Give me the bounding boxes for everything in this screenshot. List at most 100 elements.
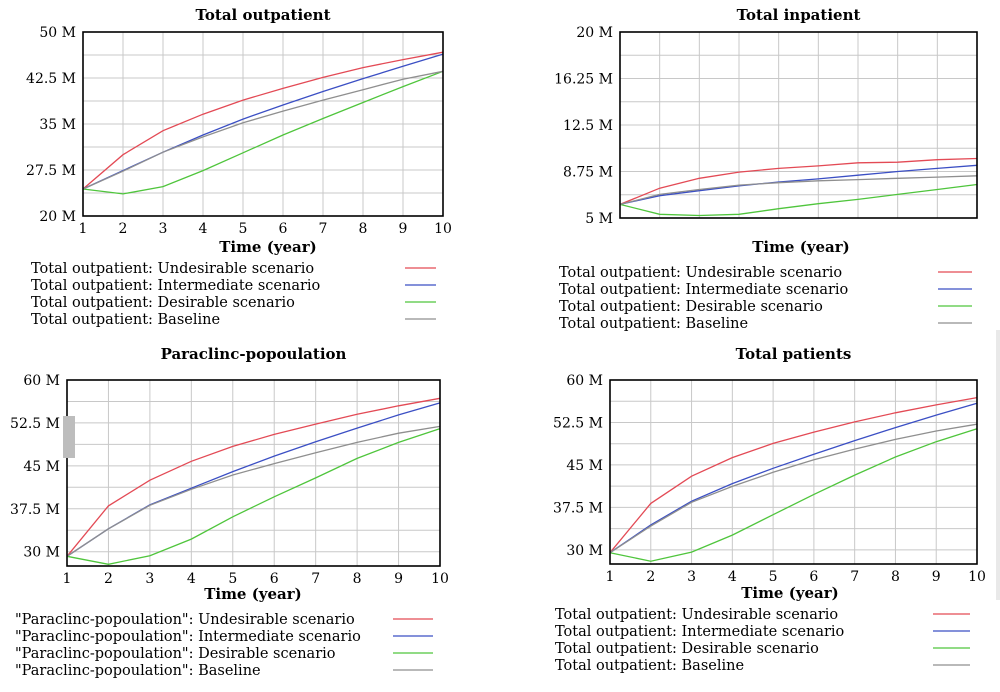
series-line-baseline (82, 70, 444, 190)
x-tick-label: 2 (104, 571, 113, 587)
series-line-intermediate (609, 402, 978, 554)
chart-title: Total inpatient (737, 6, 861, 24)
chart-total-inpatient: Total inpatient 5 M 8.75 M 12.5 M 16.25 M 20 … (554, 6, 978, 332)
y-tick-label: 37.5 M (553, 500, 603, 516)
series-line-undesirable (619, 157, 978, 206)
plot-frame (66, 379, 441, 567)
series-line-intermediate (66, 402, 441, 557)
x-tick-label: 3 (159, 221, 168, 237)
legend-entry-desirable: "Paraclinc-popoulation": Desirable scena… (15, 646, 336, 662)
series-line-intermediate (619, 164, 978, 206)
chart-title: Total outpatient (195, 6, 330, 24)
y-tick-label: 52.5 M (553, 415, 603, 431)
x-tick-label: 3 (145, 571, 154, 587)
legend-entry-baseline: Total outpatient: Baseline (555, 658, 744, 674)
y-tick-label: 30 M (566, 543, 603, 559)
x-tick-label: 7 (311, 571, 320, 587)
legend-entry-intermediate: Total outpatient: Intermediate scenario (31, 278, 320, 294)
legend-entry-undesirable: "Paraclinc-popoulation": Undesirable sce… (15, 612, 355, 628)
y-tick-label: 50 M (39, 25, 76, 41)
x-tick-label: 5 (239, 221, 248, 237)
x-tick-label: 5 (228, 571, 237, 587)
y-tick-label: 16.25 M (554, 72, 613, 88)
x-tick-label: 6 (279, 221, 288, 237)
y-tick-label: 35 M (39, 117, 76, 133)
series-line-undesirable (66, 397, 441, 557)
plot-frame (82, 31, 444, 217)
x-tick-label: 9 (399, 221, 408, 237)
x-tick-label: 10 (431, 571, 449, 587)
page-scrollbar[interactable] (996, 0, 1000, 692)
x-tick-label: 6 (809, 569, 818, 585)
legend-entry-intermediate: Total outpatient: Intermediate scenario (555, 624, 844, 640)
legend-entry-desirable: Total outpatient: Desirable scenario (559, 299, 823, 315)
x-tick-label: 6 (270, 571, 279, 587)
chart-total-patients: Total patients 30 M 37.5 M 45 M 52.5 M 60 M 1 2… (553, 345, 986, 674)
y-tick-label: 60 M (23, 373, 60, 389)
legend-entry-intermediate: "Paraclinc-popoulation": Intermediate sc… (15, 629, 361, 645)
x-axis-label: Time (year) (219, 238, 317, 256)
series-line-desirable (619, 183, 978, 217)
legend-entry-baseline: Total outpatient: Baseline (559, 316, 748, 332)
series-line-desirable (609, 428, 978, 562)
x-tick-label: 2 (119, 221, 128, 237)
x-axis-label: Time (year) (204, 585, 302, 603)
x-axis-label: Time (year) (752, 238, 850, 256)
x-tick-label: 1 (63, 571, 72, 587)
x-tick-label: 9 (932, 569, 941, 585)
y-tick-label: 45 M (566, 458, 603, 474)
chart-total-outpatient: Total outpatient 20 M 27.5 M 35 M 42.5 M 50 M… (26, 6, 452, 328)
y-tick-label: 5 M (585, 211, 613, 227)
x-tick-label: 10 (434, 221, 452, 237)
legend-entry-desirable: Total outpatient: Desirable scenario (555, 641, 819, 657)
series-line-baseline (66, 425, 441, 557)
y-tick-label: 20 M (39, 209, 76, 225)
legend-entry-intermediate: Total outpatient: Intermediate scenario (559, 282, 848, 298)
legend-entry-desirable: Total outpatient: Desirable scenario (31, 295, 295, 311)
y-tick-label: 42.5 M (26, 71, 76, 87)
legend-entry-baseline: "Paraclinc-popoulation": Baseline (15, 663, 261, 679)
series-line-desirable (66, 427, 441, 565)
chart-title: Total patients (736, 345, 852, 363)
x-tick-label: 7 (319, 221, 328, 237)
series-line-undesirable (609, 396, 978, 554)
y-tick-label: 30 M (23, 545, 60, 561)
x-tick-label: 1 (79, 221, 88, 237)
scroll-handle[interactable] (63, 416, 75, 458)
plot-frame (609, 379, 978, 565)
series-line-intermediate (82, 53, 444, 190)
x-tick-label: 5 (769, 569, 778, 585)
y-tick-label: 45 M (23, 459, 60, 475)
y-tick-label: 8.75 M (563, 165, 613, 181)
series-line-baseline (619, 175, 978, 206)
x-axis-label: Time (year) (741, 584, 839, 602)
y-tick-label: 60 M (566, 373, 603, 389)
plot-frame (619, 31, 978, 219)
x-tick-label: 8 (891, 569, 900, 585)
x-tick-label: 4 (728, 569, 737, 585)
y-tick-label: 20 M (576, 25, 613, 41)
x-tick-label: 3 (687, 569, 696, 585)
x-tick-label: 10 (968, 569, 986, 585)
y-tick-label: 12.5 M (563, 118, 613, 134)
legend-entry-undesirable: Total outpatient: Undesirable scenario (559, 265, 842, 281)
x-tick-label: 8 (353, 571, 362, 587)
x-tick-label: 7 (850, 569, 859, 585)
legend-entry-baseline: Total outpatient: Baseline (31, 312, 220, 328)
y-tick-label: 52.5 M (10, 416, 60, 432)
x-tick-label: 1 (606, 569, 615, 585)
series-line-baseline (609, 423, 978, 554)
y-tick-label: 27.5 M (26, 163, 76, 179)
x-tick-label: 8 (359, 221, 368, 237)
x-tick-label: 2 (646, 569, 655, 585)
x-tick-label: 9 (394, 571, 403, 587)
x-tick-label: 4 (199, 221, 208, 237)
x-tick-label: 4 (187, 571, 196, 587)
chart-paraclinc-popoulation: Paraclinc-popoulation 30 M 37.5 M 45 M 52.5 … (10, 345, 449, 679)
y-tick-label: 37.5 M (10, 502, 60, 518)
series-line-desirable (82, 70, 444, 195)
legend-entry-undesirable: Total outpatient: Undesirable scenario (555, 607, 838, 623)
chart-title: Paraclinc-popoulation (161, 345, 347, 363)
legend-entry-undesirable: Total outpatient: Undesirable scenario (31, 261, 314, 277)
series-line-undesirable (82, 51, 444, 190)
